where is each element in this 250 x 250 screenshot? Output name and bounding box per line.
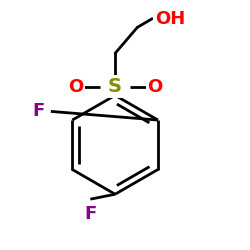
Text: O: O: [68, 78, 83, 96]
Text: OH: OH: [155, 10, 185, 28]
Text: F: F: [84, 205, 96, 223]
Text: F: F: [32, 102, 45, 120]
Text: O: O: [147, 78, 162, 96]
Text: S: S: [108, 77, 122, 96]
